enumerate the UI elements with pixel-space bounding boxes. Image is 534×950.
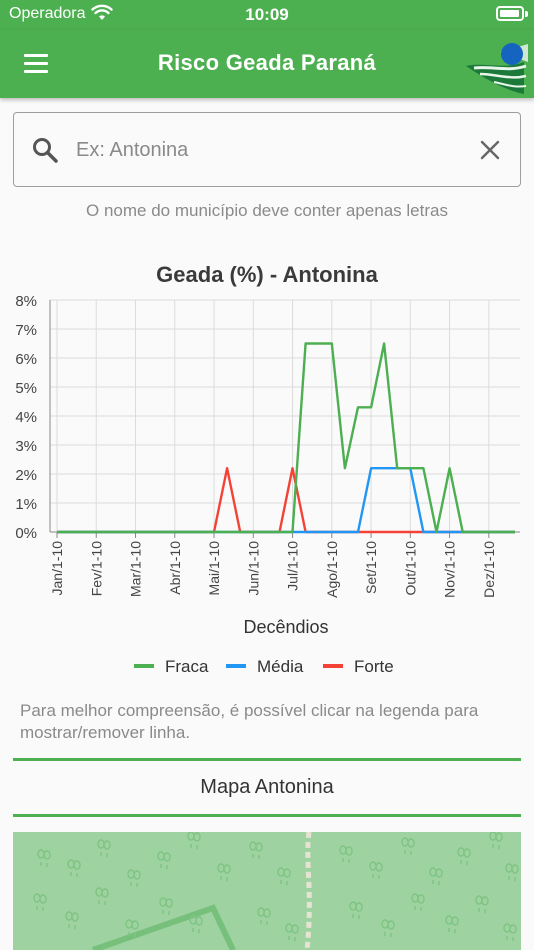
legend-label-média[interactable]: Média — [257, 657, 304, 676]
y-tick-label: 5% — [15, 380, 37, 397]
map-tree-marker — [37, 849, 51, 867]
legend-label-forte[interactable]: Forte — [354, 657, 394, 676]
series-line-fraca — [57, 342, 515, 534]
y-tick-label: 4% — [15, 409, 37, 426]
map-tree-marker — [33, 893, 47, 911]
divider-bottom — [13, 814, 521, 817]
x-tick-label: Dez/1-10 — [481, 541, 497, 598]
chart-title: Geada (%) - Antonina — [156, 262, 378, 287]
y-tick-label: 1% — [15, 496, 37, 513]
y-tick-label: 8% — [15, 293, 37, 310]
x-tick-label: Fev/1-10 — [88, 541, 104, 596]
map-tree-marker — [411, 893, 425, 911]
menu-icon[interactable] — [24, 54, 50, 74]
x-tick-label: Nov/1-10 — [442, 541, 458, 598]
x-tick-label: Jun/1-10 — [245, 541, 261, 596]
map-tree-marker — [401, 837, 415, 855]
y-tick-label: 7% — [15, 322, 37, 339]
x-tick-label: Set/1-10 — [363, 541, 379, 594]
chart-canvas: 0% 1% 2% 3% 4% 5% 6% 7% 8% Jan/1-10 Fev/1-10 Mar/1-… — [15, 293, 520, 676]
status-bar: Operadora 10:09 — [0, 0, 534, 30]
map-tree-marker — [429, 867, 443, 885]
map-view[interactable] — [13, 832, 521, 950]
map-tree-marker — [503, 923, 517, 941]
app-bar: Risco Geada Paraná — [0, 30, 534, 98]
y-tick-label: 3% — [15, 438, 37, 455]
map-tree-marker — [257, 907, 271, 925]
x-tick-label: Mar/1-10 — [128, 541, 144, 597]
map-tree-marker — [369, 861, 383, 879]
map-tree-marker — [505, 863, 519, 881]
app-logo — [466, 43, 528, 94]
map-tree-marker — [187, 832, 201, 849]
wifi-icon — [91, 4, 113, 20]
clear-icon[interactable] — [478, 138, 502, 162]
map-tree-marker — [339, 845, 353, 863]
x-tick-label: Jan/1-10 — [49, 541, 65, 596]
map-tree-marker — [381, 919, 395, 937]
helper-text: O nome do município deve conter apenas l… — [86, 201, 448, 220]
map-tree-marker — [217, 863, 231, 881]
x-tick-label: Jul/1-10 — [285, 541, 301, 591]
map-tree-marker — [489, 832, 503, 849]
x-tick-label: Abr/1-10 — [167, 541, 183, 595]
map-tree-marker — [127, 869, 141, 887]
divider-top — [13, 758, 521, 761]
map-tree-marker — [277, 867, 291, 885]
map-title: Mapa Antonina — [200, 776, 334, 798]
map-tree-marker — [349, 901, 363, 919]
legend-hint: Para melhor compreensão, é possível clic… — [20, 701, 479, 742]
y-tick-label: 0% — [15, 525, 37, 542]
x-tick-label: Ago/1-10 — [324, 541, 340, 598]
map-tree-marker — [189, 915, 203, 933]
map-tree-marker — [67, 859, 81, 877]
y-tick-label: 2% — [15, 467, 37, 484]
map-tree-marker — [65, 911, 79, 929]
map-tree-marker — [445, 915, 459, 933]
map-tree-marker — [159, 897, 173, 915]
battery-tip — [525, 11, 528, 17]
x-tick-label: Out/1-10 — [402, 541, 418, 596]
map-tree-marker — [95, 887, 109, 905]
search-field[interactable] — [13, 112, 521, 187]
x-tick-label: Mai/1-10 — [206, 541, 222, 596]
series-line-forte — [57, 466, 515, 534]
frost-chart: Geada (%) - Antonina 0% 1% 2% 3% 4% 5% 6% 7% 8% J… — [0, 250, 534, 690]
map-tree-marker — [97, 839, 111, 857]
battery-icon — [496, 6, 524, 21]
carrier-label: Operadora — [9, 5, 86, 22]
legend-label-fraca[interactable]: Fraca — [165, 657, 209, 676]
search-icon — [33, 138, 58, 163]
map-canvas — [13, 832, 521, 950]
map-tree-marker — [157, 851, 171, 869]
app-title: Risco Geada Paraná — [157, 50, 377, 75]
clock: 10:09 — [245, 5, 289, 24]
map-tree-marker — [475, 895, 489, 913]
x-axis-label: Decêndios — [243, 617, 328, 637]
y-tick-label: 6% — [15, 351, 37, 368]
map-tree-marker — [125, 919, 139, 937]
map-tree-marker — [249, 841, 263, 859]
map-tree-marker — [285, 923, 299, 941]
map-tree-marker — [457, 847, 471, 865]
search-input[interactable] — [76, 131, 456, 169]
